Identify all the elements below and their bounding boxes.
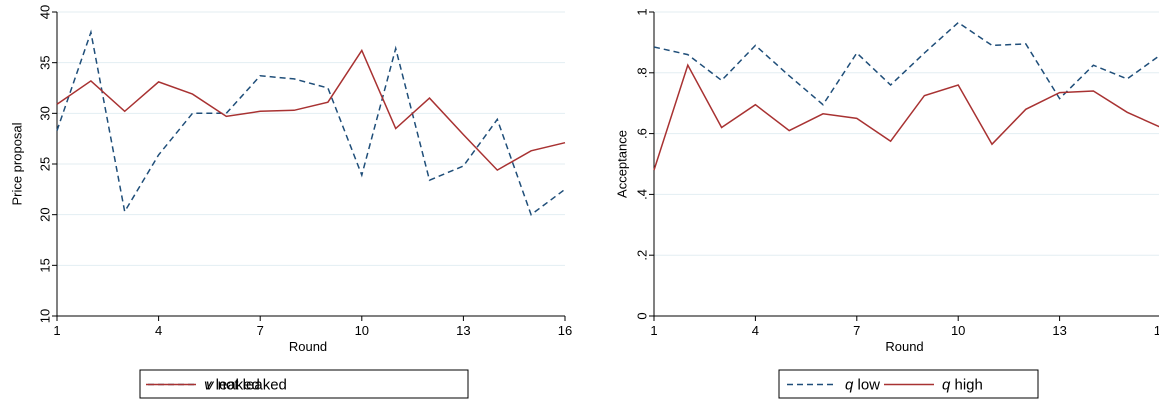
x-tick-label: 13 bbox=[456, 323, 470, 338]
x-tick-label: 4 bbox=[752, 323, 759, 338]
y-tick-label: 1 bbox=[634, 8, 649, 15]
x-tick-label: 16 bbox=[1154, 323, 1159, 338]
y-tick-label: 20 bbox=[37, 207, 52, 221]
y-tick-label: 15 bbox=[37, 258, 52, 272]
legend-label-0: q low bbox=[845, 377, 880, 394]
series-line-1 bbox=[654, 65, 1159, 170]
y-tick-label: 30 bbox=[37, 106, 52, 120]
x-tick-label: 10 bbox=[951, 323, 965, 338]
x-tick-label: 7 bbox=[257, 323, 264, 338]
right-chart-acceptance: 0.2.4.6.81147101316RoundAcceptanceq lowq… bbox=[614, 8, 1159, 398]
y-tick-label: .8 bbox=[634, 67, 649, 78]
x-tick-label: 1 bbox=[650, 323, 657, 338]
left-chart-price-proposal: 10 15 20 25 30 35 40 1 4 7 10 13 16 Round Price propos… bbox=[9, 5, 572, 398]
x-tick-label: 10 bbox=[355, 323, 369, 338]
x-tick-label: 13 bbox=[1052, 323, 1066, 338]
legend-label-1: q high bbox=[942, 377, 983, 394]
legend-label-1: v leaked bbox=[204, 377, 260, 394]
y-tick-label: 10 bbox=[37, 309, 52, 323]
y-tick-label: .2 bbox=[634, 250, 649, 261]
x-tick-label: 7 bbox=[853, 323, 860, 338]
series-line-0 bbox=[654, 23, 1159, 105]
y-tick-label: 0 bbox=[634, 312, 649, 319]
legend: q low q high bbox=[779, 370, 1038, 398]
x-tick-label: 4 bbox=[155, 323, 162, 338]
series-line-1 bbox=[57, 51, 565, 171]
series-line-0 bbox=[57, 32, 565, 214]
y-tick-label: 40 bbox=[37, 5, 52, 19]
y-axis-title: Acceptance bbox=[614, 130, 629, 198]
x-axis-title: Round bbox=[289, 339, 327, 354]
x-axis-title: Round bbox=[885, 339, 923, 354]
x-tick-label: 1 bbox=[53, 323, 60, 338]
y-tick-label: .4 bbox=[634, 189, 649, 200]
y-tick-label: .6 bbox=[634, 128, 649, 139]
y-tick-label: 35 bbox=[37, 55, 52, 69]
x-tick-label: 16 bbox=[558, 323, 572, 338]
y-axis-title: Price proposal bbox=[9, 122, 24, 205]
y-tick-label: 25 bbox=[37, 157, 52, 171]
